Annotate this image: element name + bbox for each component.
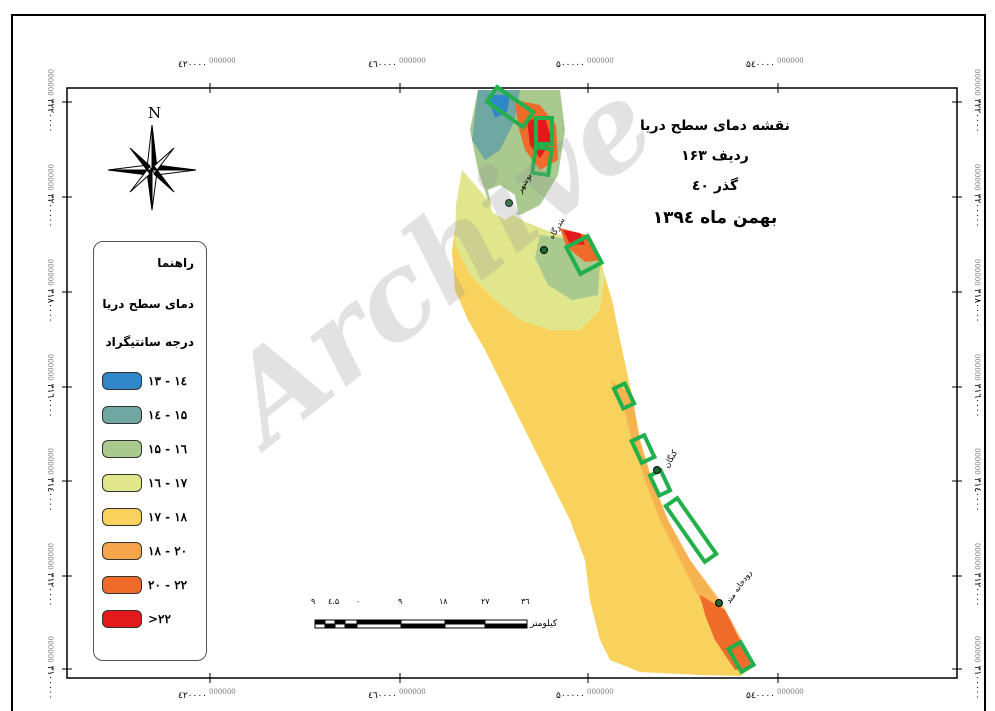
place-dot-mand <box>715 599 723 607</box>
legend-swatch <box>102 508 142 526</box>
x-coord-label: ٤٦٠٠٠٠ 000000 <box>368 57 426 70</box>
y-coord-label: 000000 ۳۲٠٠٠٠٠ <box>972 164 982 228</box>
scale-unit: کیلومتر <box>530 619 558 629</box>
highlight-box <box>530 144 554 178</box>
y-coord-label: 000000 ۳۱٦٠٠٠٠ <box>45 354 55 418</box>
legend-item: >۲۲ <box>102 608 171 630</box>
highlight-box <box>484 84 536 130</box>
y-coord-label: 000000 ۳۲۲٠٠٠٠ <box>972 69 982 133</box>
place-dot-kangan <box>653 466 661 474</box>
grid-ticks <box>62 83 962 683</box>
y-coord-label: 000000 ۳۱۲٠٠٠٠ <box>972 543 982 607</box>
legend: راهنما دمای سطح دریا درجه سانتیگراد ۱۳ -… <box>93 241 207 661</box>
legend-unit: درجه سانتیگراد <box>105 335 195 349</box>
north-label: N <box>148 104 162 122</box>
north-arrow-icon <box>107 124 197 211</box>
x-coord-label: ٤۲۰٠٠٠ 000000 <box>178 688 236 701</box>
y-coord-label: 000000 ۳۱٤٠٠٠٠ <box>45 448 55 512</box>
place-dot-bandargah <box>540 246 548 254</box>
study-area-boxes <box>484 84 757 675</box>
legend-item: ۱٦ - ۱۷ <box>102 472 187 494</box>
bushehr-peninsula <box>488 185 518 220</box>
x-coord-label: ۵٤٠٠٠٠ 000000 <box>746 688 804 701</box>
y-coord-label: 000000 ۳۱۸٠٠٠٠ <box>45 259 55 323</box>
place-markers <box>505 199 723 607</box>
legend-label: ۱٦ - ۱۷ <box>148 476 188 490</box>
x-coord-label: ۵٠٠٠٠٠ 000000 <box>556 57 614 70</box>
legend-label: >۲۲ <box>148 612 171 626</box>
scale-tick: ۳٦ <box>521 597 530 606</box>
highlight-box <box>563 233 605 277</box>
scale-tick: ٠ <box>356 597 361 606</box>
legend-swatch <box>102 474 142 492</box>
legend-label: ۱۸ - ۲۰ <box>148 544 188 558</box>
map-neatline <box>66 87 958 679</box>
x-coord-label: ٤٦٠٠٠٠ 000000 <box>368 688 426 701</box>
outer-frame <box>11 14 986 711</box>
y-coord-label: 000000 ۳۲۲٠٠٠٠ <box>45 69 55 133</box>
y-coord-label: 000000 ۳۱۸٠٠٠٠ <box>972 259 982 323</box>
legend-label: ۱۳ - ۱٤ <box>148 374 188 388</box>
legend-swatch <box>102 542 142 560</box>
x-coord-label: ٤۲۰٠٠٠ 000000 <box>178 57 236 70</box>
scale-tick: ۹ <box>398 597 403 606</box>
x-coord-label: ۵٠٠٠٠٠ 000000 <box>556 688 614 701</box>
legend-swatch <box>102 576 142 594</box>
highlight-box <box>725 639 757 675</box>
legend-swatch <box>102 372 142 390</box>
map-row: ردیف ۱۶۳ <box>681 148 749 164</box>
x-coord-label: ۵٤٠٠٠٠ 000000 <box>746 57 804 70</box>
scale-tick: ٤.۵ <box>328 597 340 606</box>
scale-tick: ۱۸ <box>439 597 448 606</box>
y-coord-label: 000000 ۳۱٤٠٠٠٠ <box>972 448 982 512</box>
map-date: بهمن ماه ۱۳۹٤ <box>652 208 778 228</box>
scale-tick: ۲۷ <box>481 597 490 606</box>
legend-label: ۱۷ - ۱۸ <box>148 510 188 524</box>
legend-label: ۲۰ - ۲۲ <box>148 578 188 592</box>
highlight-box <box>611 380 637 412</box>
legend-item: ۱۳ - ۱٤ <box>102 370 187 392</box>
legend-item: ۱۵ - ۱٦ <box>102 438 187 460</box>
y-coord-label: 000000 ۳۱٠٠٠٠٠ <box>972 636 982 700</box>
y-coord-label: 000000 ۳۱٠٠٠٠٠ <box>45 636 55 700</box>
highlight-box <box>628 432 658 466</box>
map-path: گذر ٤٠ <box>691 178 739 194</box>
legend-item: ۲۰ - ۲۲ <box>102 574 187 596</box>
legend-subtitle: دمای سطح دریا <box>102 297 194 311</box>
legend-label: ۱٤ - ۱۵ <box>148 408 188 422</box>
y-coord-label: 000000 ۳۱۲٠٠٠٠ <box>45 543 55 607</box>
legend-swatch <box>102 406 142 424</box>
place-dot-bushehr <box>505 199 513 207</box>
legend-swatch <box>102 440 142 458</box>
sst-zone-14-15 <box>472 90 520 160</box>
legend-label: ۱۵ - ۱٦ <box>148 442 188 456</box>
legend-heading: راهنما <box>157 256 194 270</box>
y-coord-label: 000000 ۳۲٠٠٠٠٠ <box>45 164 55 228</box>
legend-swatch <box>102 610 142 628</box>
scale-bar <box>314 619 528 629</box>
scale-tick: ۹ <box>311 597 316 606</box>
highlight-box <box>662 495 720 565</box>
map-title-block: نقشه دمای سطح دریا ردیف ۱۶۳ گذر ٤٠ بهمن … <box>610 118 820 242</box>
map-title: نقشه دمای سطح دریا <box>640 118 790 134</box>
y-coord-label: 000000 ۳۱٦٠٠٠٠ <box>972 354 982 418</box>
sst-zone-20-22-south <box>700 595 752 670</box>
highlight-box <box>534 116 554 146</box>
legend-item: ۱۷ - ۱۸ <box>102 506 187 528</box>
legend-item: ۱۸ - ۲۰ <box>102 540 187 562</box>
legend-item: ۱٤ - ۱۵ <box>102 404 187 426</box>
